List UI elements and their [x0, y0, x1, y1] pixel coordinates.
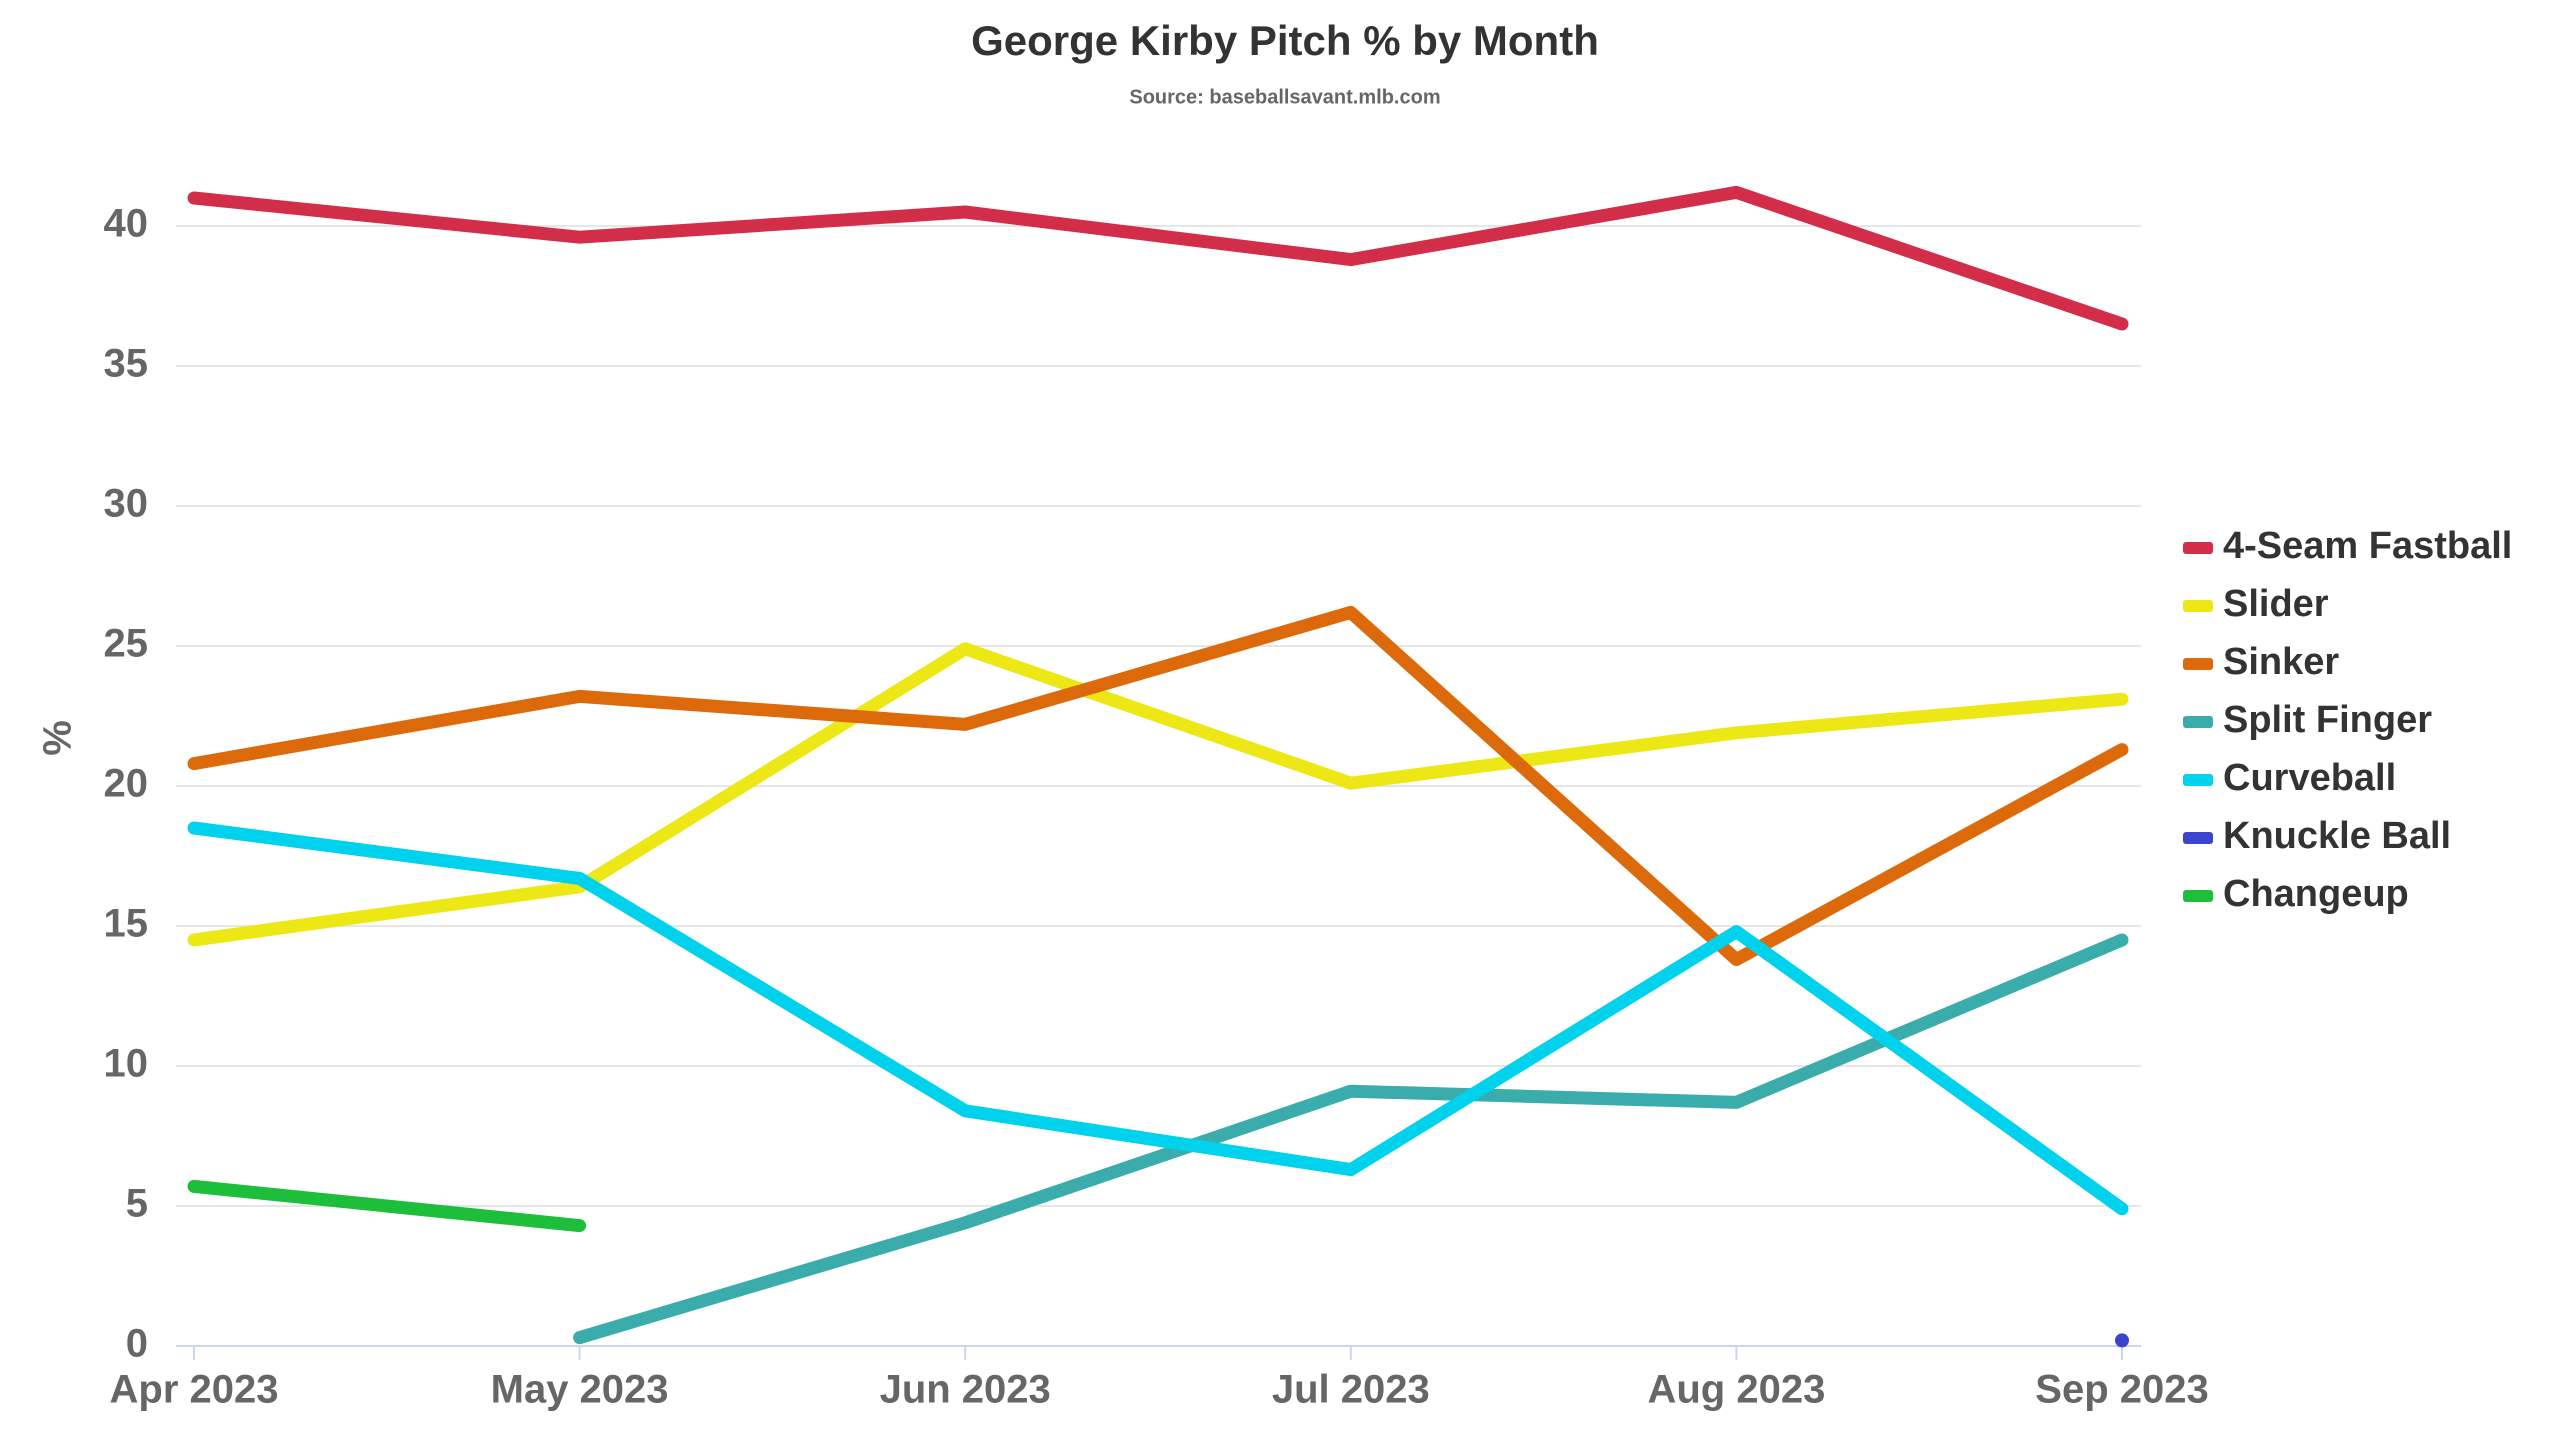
y-tick-label: 10 — [104, 1042, 149, 1086]
y-tick-label: 20 — [104, 762, 149, 806]
legend-label: Changeup — [2223, 873, 2409, 915]
legend-label: Slider — [2223, 583, 2329, 625]
legend-label: Sinker — [2223, 641, 2339, 683]
y-tick-label: 15 — [104, 902, 149, 946]
legend-label: Curveball — [2223, 757, 2396, 799]
y-tick-label: 35 — [104, 342, 149, 386]
x-tick-label: Sep 2023 — [2035, 1368, 2208, 1412]
line — [187, 821, 2129, 1216]
line — [573, 933, 2129, 1345]
line — [187, 1179, 587, 1233]
x-tick-label: Apr 2023 — [110, 1368, 279, 1412]
y-tick-label: 40 — [104, 202, 149, 246]
point — [2115, 1333, 2129, 1348]
x-tick-label: Jul 2023 — [1272, 1368, 1430, 1412]
legend-label: Split Finger — [2223, 699, 2432, 741]
chart-title: George Kirby Pitch % by Month — [971, 17, 1599, 64]
legend-swatch — [2183, 832, 2213, 844]
legend-swatch — [2183, 658, 2213, 670]
legend-label: Knuckle Ball — [2223, 815, 2451, 857]
y-tick-label: 5 — [126, 1182, 148, 1226]
y-axis-label: % — [36, 720, 80, 756]
legend-swatch — [2183, 890, 2213, 902]
line — [187, 185, 2129, 331]
legend-swatch — [2183, 600, 2213, 612]
legend-swatch — [2183, 774, 2213, 786]
legend-swatch — [2183, 542, 2213, 554]
y-tick-label: 30 — [104, 482, 149, 526]
line — [187, 642, 2129, 947]
x-tick-label: Aug 2023 — [1647, 1368, 1825, 1412]
chart-subtitle: Source: baseballsavant.mlb.com — [1129, 86, 1440, 108]
line — [187, 605, 2129, 967]
y-tick-label: 0 — [126, 1322, 148, 1366]
x-tick-label: May 2023 — [491, 1368, 669, 1412]
x-tick-label: Jun 2023 — [880, 1368, 1051, 1412]
legend-label: 4-Seam Fastball — [2223, 525, 2512, 567]
legend-swatch — [2183, 716, 2213, 728]
y-tick-label: 25 — [104, 622, 149, 666]
